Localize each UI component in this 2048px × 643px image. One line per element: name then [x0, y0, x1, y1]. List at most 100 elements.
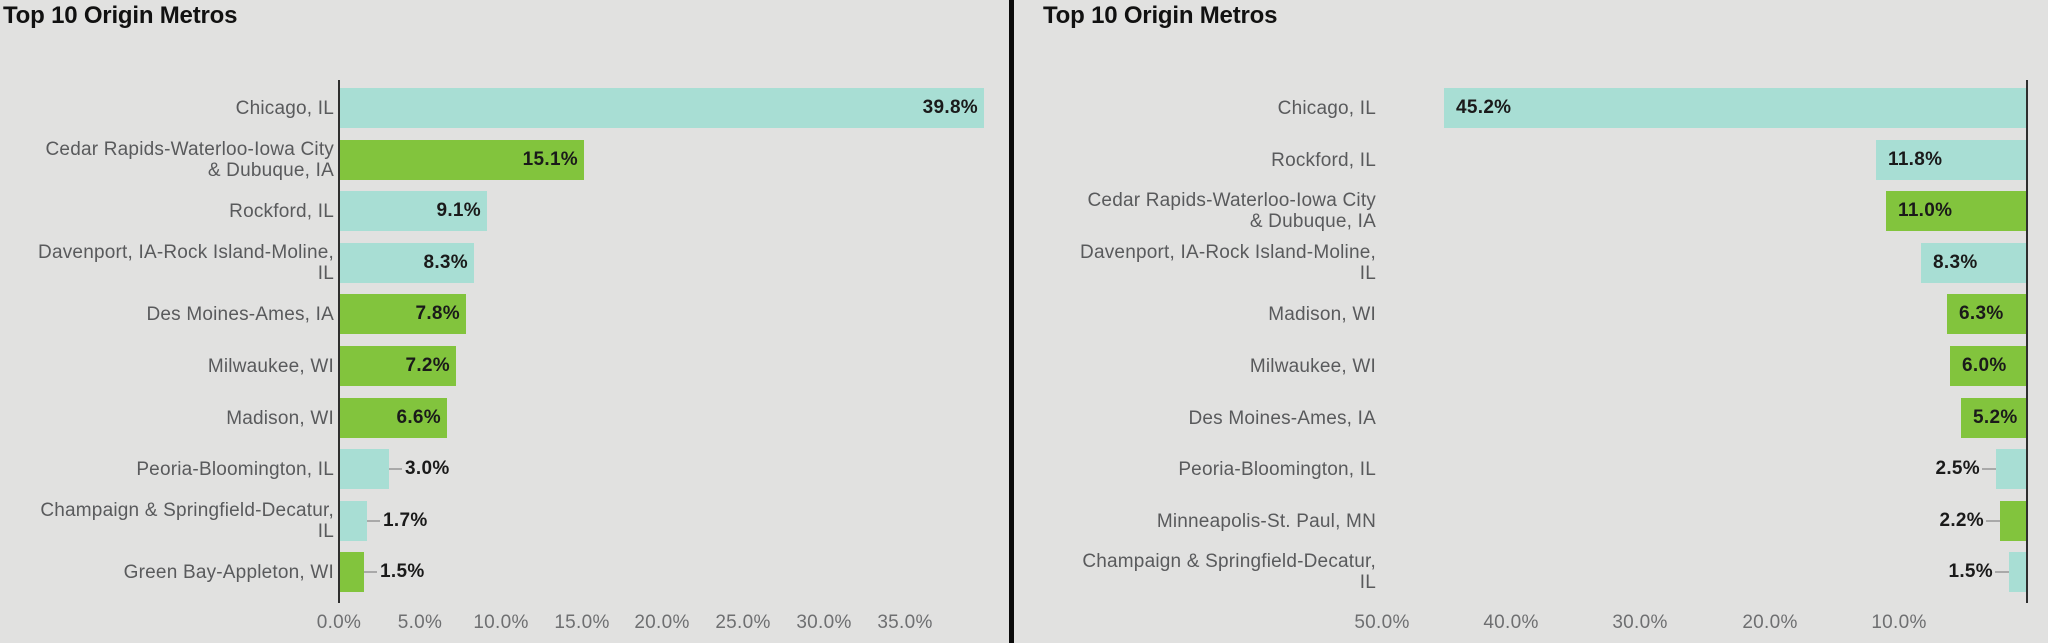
- category-label: Cedar Rapids-Waterloo-Iowa City & Dubuque…: [0, 139, 334, 181]
- category-label-line: IL: [317, 263, 334, 284]
- value-label: 1.5%: [1948, 561, 1993, 582]
- category-label-line: Peoria-Bloomington, IL: [1178, 458, 1376, 480]
- axis-tick-label: 25.0%: [715, 612, 771, 633]
- category-label: Chicago, IL: [1036, 88, 1376, 128]
- axis-tick-label: 20.0%: [634, 612, 690, 633]
- panel-divider: [1009, 0, 1014, 643]
- category-label-line: Milwaukee, WI: [1249, 355, 1376, 377]
- bar[interactable]: [340, 191, 487, 231]
- value-label: 3.0%: [405, 458, 450, 479]
- bar[interactable]: [1444, 88, 2028, 128]
- leader-line: [367, 520, 380, 522]
- category-label: Des Moines-Ames, IA: [1036, 398, 1376, 438]
- category-label-line: & Dubuque, IA: [1249, 211, 1376, 232]
- axis-tick-label: 10.0%: [1871, 612, 1927, 633]
- axis-tick-label: 30.0%: [1612, 612, 1668, 633]
- category-label: Des Moines-Ames, IA: [0, 294, 334, 334]
- value-label: 8.3%: [1933, 252, 1978, 273]
- bar[interactable]: [1996, 449, 2028, 489]
- category-label: Davenport, IA-Rock Island-Moline, IL: [0, 242, 334, 284]
- leader-line: [389, 468, 402, 470]
- bar[interactable]: [340, 243, 474, 283]
- category-label-line: Milwaukee, WI: [207, 355, 334, 377]
- value-label: 2.5%: [1935, 458, 1980, 479]
- bar[interactable]: [340, 552, 364, 592]
- category-label: Milwaukee, WI: [1036, 346, 1376, 386]
- category-label-line: Minneapolis-St. Paul, MN: [1156, 510, 1376, 532]
- category-label: Peoria-Bloomington, IL: [1036, 449, 1376, 489]
- bar[interactable]: [2009, 552, 2028, 592]
- category-label-line: Chicago, IL: [1277, 97, 1376, 119]
- axis-tick-label: 5.0%: [397, 612, 443, 633]
- category-label: Champaign & Springfield-Decatur, IL: [1036, 551, 1376, 593]
- category-label-line: IL: [1359, 263, 1376, 284]
- category-label: Minneapolis-St. Paul, MN: [1036, 501, 1376, 541]
- bar[interactable]: [1961, 398, 2028, 438]
- bar[interactable]: [340, 449, 389, 489]
- category-label: Davenport, IA-Rock Island-Moline, IL: [1036, 242, 1376, 284]
- chart-title: Top 10 Origin Metros: [3, 2, 238, 29]
- category-label-line: Champaign & Springfield-Decatur,: [40, 500, 334, 521]
- value-label: 6.3%: [1959, 303, 2004, 324]
- category-label-line: Des Moines-Ames, IA: [1188, 407, 1376, 429]
- category-label-line: & Dubuque, IA: [207, 160, 334, 181]
- category-label-line: Rockford, IL: [1271, 149, 1376, 171]
- bar[interactable]: [340, 501, 367, 541]
- bar[interactable]: [1886, 191, 2028, 231]
- axis-tick-label: 0.0%: [316, 612, 362, 633]
- bar[interactable]: [2000, 501, 2028, 541]
- baseline-axis-right: [2026, 80, 2028, 603]
- value-label: 7.2%: [405, 355, 450, 376]
- value-label: 11.0%: [1898, 200, 1953, 221]
- category-label-line: Davenport, IA-Rock Island-Moline,: [1080, 242, 1376, 263]
- value-label: 6.0%: [1962, 355, 2007, 376]
- axis-tick-label: 20.0%: [1742, 612, 1798, 633]
- axis-tick-label: 35.0%: [877, 612, 933, 633]
- leader-line: [1986, 520, 2000, 522]
- value-label: 2.2%: [1939, 510, 1984, 531]
- category-label: Madison, WI: [0, 398, 334, 438]
- bar[interactable]: [340, 346, 456, 386]
- bar[interactable]: [1947, 294, 2028, 334]
- value-label: 6.6%: [396, 407, 441, 428]
- leader-line: [364, 571, 377, 573]
- bar[interactable]: [1876, 140, 2028, 180]
- value-label: 1.7%: [383, 510, 428, 531]
- value-label: 1.5%: [380, 561, 425, 582]
- category-label: Rockford, IL: [1036, 140, 1376, 180]
- category-label: Champaign & Springfield-Decatur, IL: [0, 500, 334, 542]
- category-label: Chicago, IL: [0, 88, 334, 128]
- value-label: 11.8%: [1888, 149, 1943, 170]
- value-label: 9.1%: [436, 200, 481, 221]
- bar[interactable]: [1950, 346, 2028, 386]
- axis-tick-label: 15.0%: [554, 612, 610, 633]
- value-label: 15.1%: [522, 149, 578, 170]
- bar[interactable]: [340, 88, 984, 128]
- category-label-line: Cedar Rapids-Waterloo-Iowa City: [45, 139, 334, 160]
- category-label: Madison, WI: [1036, 294, 1376, 334]
- axis-tick-label: 10.0%: [473, 612, 529, 633]
- category-label-line: IL: [317, 521, 334, 542]
- category-label: Green Bay-Appleton, WI: [0, 552, 334, 592]
- category-label-line: Rockford, IL: [229, 200, 334, 222]
- leader-line: [1995, 571, 2009, 573]
- bar[interactable]: [1921, 243, 2028, 283]
- chart-title: Top 10 Origin Metros: [1043, 2, 1278, 29]
- category-label-line: Green Bay-Appleton, WI: [123, 561, 334, 583]
- bar[interactable]: [340, 140, 584, 180]
- category-label-line: Madison, WI: [226, 407, 334, 429]
- bar[interactable]: [340, 294, 466, 334]
- leader-line: [1982, 468, 1996, 470]
- axis-tick-label: 30.0%: [796, 612, 852, 633]
- category-label-line: IL: [1359, 572, 1376, 593]
- value-label: 45.2%: [1456, 97, 1512, 118]
- category-label-line: Davenport, IA-Rock Island-Moline,: [38, 242, 334, 263]
- category-label-line: Peoria-Bloomington, IL: [136, 458, 334, 480]
- axis-tick-label: 40.0%: [1483, 612, 1539, 633]
- category-label-line: Champaign & Springfield-Decatur,: [1082, 551, 1376, 572]
- category-label-line: Madison, WI: [1268, 303, 1376, 325]
- bar[interactable]: [340, 398, 447, 438]
- axis-tick-label: 50.0%: [1354, 612, 1410, 633]
- value-label: 7.8%: [415, 303, 460, 324]
